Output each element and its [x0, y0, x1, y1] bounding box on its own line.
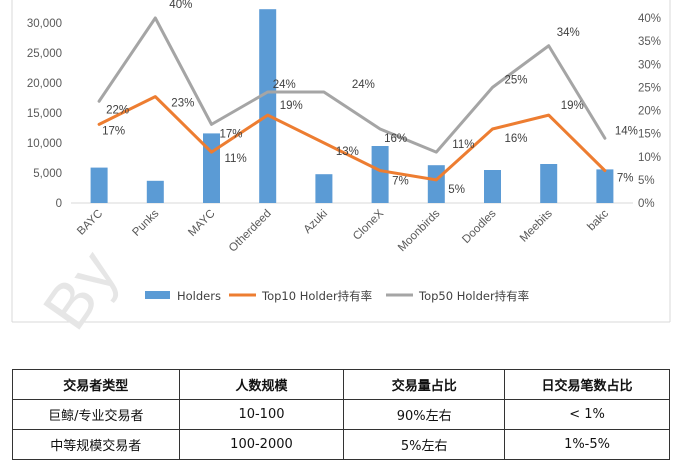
data-label-top50: 34%: [557, 27, 580, 39]
table-cell: 90%左右: [343, 399, 506, 430]
category-tick-label: Azuki: [302, 208, 330, 236]
data-label-top10: 11%: [225, 153, 247, 165]
header-volume-share: 交易量占比: [343, 369, 506, 400]
category-tick-label: Meebits: [518, 207, 555, 244]
legend-label-holders: Holders: [177, 289, 221, 303]
category-tick-label: CloneX: [351, 207, 386, 242]
data-label-top50: 14%: [615, 125, 638, 137]
table-cell: 1%-5%: [504, 429, 670, 460]
category-tick-label: MAYC: [186, 208, 217, 239]
data-label-top50: 24%: [352, 79, 375, 91]
bar-holders: [315, 174, 333, 203]
right-axis-tick-label: 10%: [638, 152, 661, 164]
data-label-top10: 23%: [171, 98, 194, 110]
table-row: 巨鲸/专业交易者 10-100 90%左右 < 1%: [12, 399, 670, 430]
bar-holders: [427, 165, 445, 203]
left-axis-tick-label: 0: [56, 198, 62, 210]
category-tick-label: bakc: [585, 207, 611, 233]
right-axis-tick-label: 25%: [638, 82, 661, 94]
bar-holders: [259, 9, 277, 204]
line-top10-holder-rate: [97, 95, 607, 182]
data-label-top50: 25%: [505, 74, 528, 86]
left-axis-tick-label: 30,000: [27, 18, 62, 30]
category-tick-label: Doodles: [460, 207, 498, 245]
right-axis-tick-label: 30%: [638, 59, 661, 71]
table-cell: 巨鲸/专业交易者: [12, 399, 180, 430]
header-daily-tx-share: 日交易笔数占比: [504, 369, 670, 400]
left-axis-tick-label: 25,000: [27, 48, 62, 60]
table-cell: < 1%: [504, 399, 670, 430]
left-axis-tick-label: 20,000: [27, 78, 62, 90]
data-label-top10: 13%: [336, 146, 359, 158]
trader-table: 交易者类型 人数规模 交易量占比 日交易笔数占比 巨鲸/专业交易者 10-100…: [12, 369, 670, 460]
left-axis-tick-label: 5,000: [33, 168, 62, 180]
right-axis-tick-label: 0%: [638, 198, 655, 210]
data-label-top10: 16%: [505, 133, 528, 145]
data-label-top10: 17%: [102, 125, 125, 137]
category-tick-label: Moonbirds: [396, 207, 443, 254]
right-axis-tick-label: 5%: [638, 175, 655, 187]
chart-container: 0 5,000 10,000 15,000 20,000 25,000 30,000 0% 5%…: [11, 0, 671, 323]
right-axis-tick-label: 20%: [638, 106, 661, 118]
bar-holders: [484, 170, 501, 203]
data-label-top10: 19%: [280, 100, 303, 112]
bar-holders: [90, 167, 108, 203]
bar-holders: [540, 164, 558, 203]
data-label-top50: 16%: [384, 133, 407, 145]
combo-chart: 0 5,000 10,000 15,000 20,000 25,000 30,000 0% 5%…: [11, 0, 671, 323]
table-cell: 10-100: [178, 399, 345, 430]
data-label-top50: 22%: [106, 104, 129, 116]
table-cell: 中等规模交易者: [12, 429, 180, 460]
right-axis-tick-label: 35%: [638, 36, 661, 48]
left-axis-tick-label: 10,000: [27, 138, 62, 150]
table-cell: 100-2000: [178, 429, 345, 460]
trader-table-container: 交易者类型 人数规模 交易量占比 日交易笔数占比 巨鲸/专业交易者 10-100…: [12, 369, 670, 460]
data-label-top50: 11%: [452, 139, 474, 151]
header-population: 人数规模: [178, 369, 345, 400]
data-label-top50: 17%: [220, 128, 243, 140]
data-label-top10: 7%: [392, 176, 409, 188]
data-label-top50: 24%: [273, 79, 296, 91]
left-axis-tick-label: 15,000: [27, 108, 62, 120]
data-label-top10: 5%: [448, 184, 465, 196]
table-header-row: 交易者类型 人数规模 交易量占比 日交易笔数占比: [12, 369, 670, 400]
category-tick-label: Punks: [130, 207, 161, 238]
category-tick-label: BAYC: [75, 208, 105, 238]
bar-holders: [146, 180, 164, 203]
data-label-top10: 7%: [617, 173, 634, 185]
data-label-top50: 40%: [169, 0, 192, 11]
data-label-top10: 19%: [561, 100, 584, 112]
table-row: 中等规模交易者 100-2000 5%左右 1%-5%: [12, 429, 670, 460]
legend-swatch-holders: [145, 291, 170, 299]
bar-holders: [371, 146, 389, 203]
table-cell: 5%左右: [343, 429, 506, 460]
right-axis-tick-label: 15%: [638, 129, 661, 141]
legend-label-top50: Top50 Holder持有率: [418, 289, 529, 303]
line-top50-holder-rate: [97, 16, 607, 154]
right-axis-tick-label: 40%: [638, 13, 661, 25]
header-trader-type: 交易者类型: [12, 369, 180, 400]
bar-holders: [203, 133, 220, 203]
legend-label-top10: Top10 Holder持有率: [261, 289, 372, 303]
bar-holders: [596, 169, 614, 203]
category-tick-label: Otherdeed: [227, 208, 274, 255]
